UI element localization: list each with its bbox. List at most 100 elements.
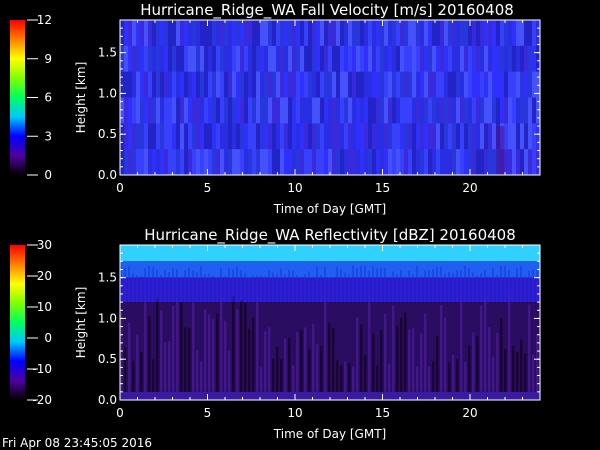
- heatmap-cell: [536, 45, 541, 72]
- heatmap-cell: [356, 71, 361, 98]
- heatmap-cell: [172, 123, 177, 150]
- heatmap-cell: [164, 123, 169, 150]
- heatmap-cell: [208, 97, 213, 124]
- heatmap-cell: [440, 266, 442, 303]
- heatmap-cell: [196, 45, 201, 72]
- heatmap-cell: [128, 123, 133, 150]
- x-tick-label: 10: [287, 181, 302, 195]
- heatmap-cell: [516, 267, 518, 303]
- heatmap-cell: [416, 71, 421, 98]
- heatmap-cell: [524, 123, 529, 150]
- heatmap-cell: [504, 265, 506, 303]
- heatmap-cell: [340, 149, 345, 176]
- heatmap-cell: [264, 149, 269, 176]
- x-tick-label: 5: [204, 406, 212, 420]
- heatmap-cell: [480, 305, 483, 392]
- heatmap-cell: [444, 317, 447, 392]
- heatmap-cell: [284, 20, 289, 47]
- heatmap-cell: [424, 20, 429, 47]
- heatmap-cell: [408, 45, 413, 72]
- heatmap-cell: [296, 123, 301, 150]
- heatmap-cell: [508, 149, 513, 176]
- heatmap-cell: [156, 97, 161, 124]
- heatmap-cell: [284, 149, 289, 176]
- heatmap-cell: [244, 71, 249, 98]
- heatmap-cell: [432, 361, 435, 392]
- heatmap-cell: [428, 270, 430, 303]
- heatmap-cell: [424, 71, 429, 98]
- heatmap-cell: [200, 97, 205, 124]
- heatmap-cell: [368, 270, 370, 303]
- heatmap-cell: [276, 97, 281, 124]
- heatmap-cell: [332, 97, 337, 124]
- heatmap-cell: [168, 71, 173, 98]
- heatmap-cell: [456, 97, 461, 124]
- heatmap-cell: [148, 45, 153, 72]
- heatmap-cell: [308, 20, 313, 47]
- heatmap-cell: [528, 123, 533, 150]
- heatmap-cell: [532, 71, 537, 98]
- heatmap-cell: [324, 302, 327, 392]
- heatmap-cell: [280, 71, 285, 98]
- heatmap-cell: [344, 71, 349, 98]
- heatmap-cell: [488, 20, 493, 47]
- heatmap-cell: [200, 20, 205, 47]
- heatmap-cell: [496, 97, 501, 124]
- heatmap-cell: [144, 20, 149, 47]
- heatmap-cell: [460, 45, 465, 72]
- heatmap-cell: [360, 97, 365, 124]
- heatmap-cell: [436, 71, 441, 98]
- heatmap-cell: [436, 335, 439, 392]
- heatmap-cell: [140, 351, 143, 392]
- heatmap-cell: [516, 20, 521, 47]
- heatmap-cell: [332, 20, 337, 47]
- heatmap-cell: [296, 149, 301, 176]
- heatmap-cell: [184, 149, 189, 176]
- heatmap-cell: [336, 20, 341, 47]
- heatmap-cell: [356, 149, 361, 176]
- heatmap-cell: [476, 71, 481, 98]
- heatmap-cell: [444, 45, 449, 72]
- heatmap-cell: [188, 123, 193, 150]
- heatmap-cell: [504, 97, 509, 124]
- heatmap-cell: [284, 274, 286, 303]
- heatmap-cell: [124, 20, 129, 47]
- heatmap-cell: [208, 45, 213, 72]
- heatmap-cell: [504, 348, 507, 392]
- heatmap-cell: [184, 45, 189, 72]
- heatmap-cell: [320, 45, 325, 72]
- heatmap-cell: [188, 327, 191, 392]
- heatmap-cell: [192, 123, 197, 150]
- heatmap-cell: [480, 71, 485, 98]
- heatmap-cell: [168, 341, 171, 392]
- heatmap-cell: [304, 20, 309, 47]
- heatmap-cell: [236, 20, 241, 47]
- heatmap-cell: [152, 359, 155, 392]
- heatmap-cell: [128, 149, 133, 176]
- heatmap-cell: [452, 273, 454, 303]
- heatmap-cell: [512, 97, 517, 124]
- heatmap-cell: [132, 45, 137, 72]
- heatmap-cell: [352, 45, 357, 72]
- heatmap-cell: [476, 149, 481, 176]
- heatmap-cell: [456, 71, 461, 98]
- heatmap-cell: [392, 71, 397, 98]
- y-tick-label: 1.0: [98, 311, 117, 325]
- heatmap-cell: [336, 123, 341, 150]
- heatmap-cell: [220, 71, 225, 98]
- footer-timestamp: Fri Apr 08 23:45:05 2016: [2, 436, 152, 450]
- heatmap-cell: [288, 20, 293, 47]
- heatmap-cell: [200, 266, 202, 303]
- heatmap-cell: [260, 123, 265, 150]
- heatmap-cell: [224, 123, 229, 150]
- colorbar-tick-label: -20: [32, 393, 52, 407]
- reflectivity-colorbar: [10, 245, 25, 400]
- heatmap-cell: [468, 71, 473, 98]
- heatmap-cell: [448, 149, 453, 176]
- heatmap-cell: [444, 20, 449, 47]
- heatmap-cell: [444, 149, 449, 176]
- heatmap-cell: [496, 332, 499, 392]
- heatmap-cell: [520, 339, 523, 392]
- heatmap-cell: [536, 20, 541, 47]
- heatmap-cell: [128, 97, 133, 124]
